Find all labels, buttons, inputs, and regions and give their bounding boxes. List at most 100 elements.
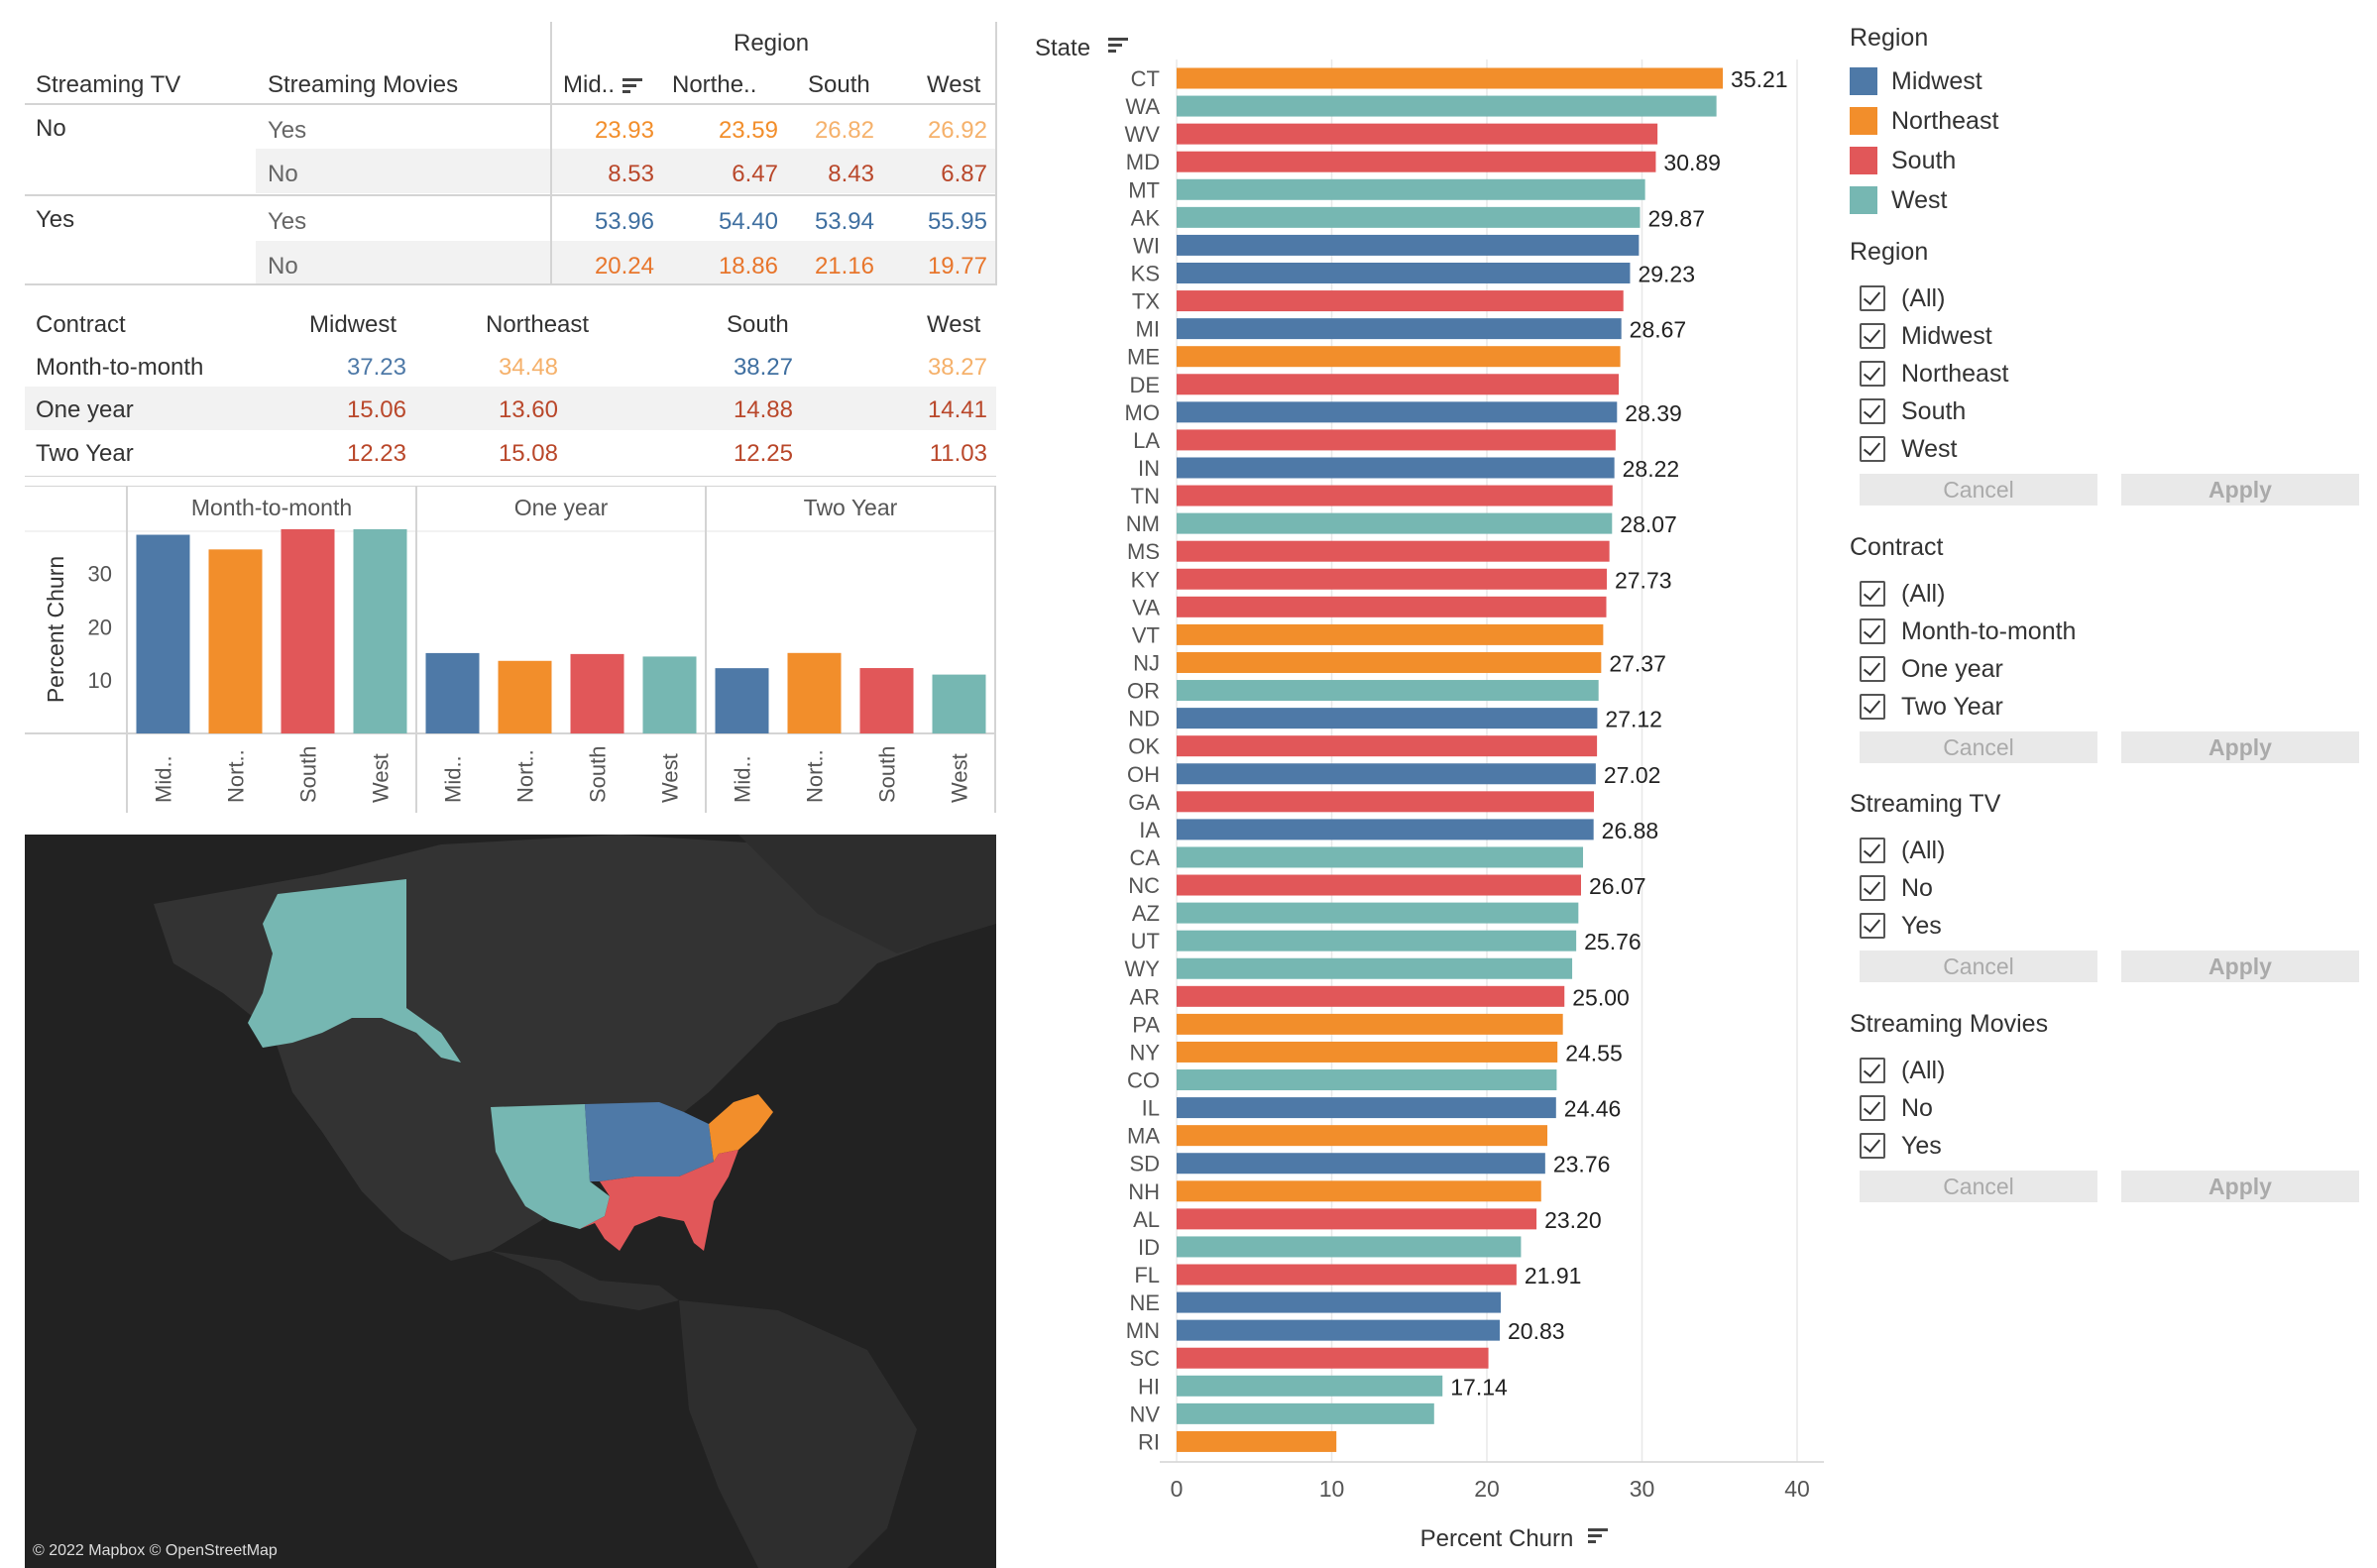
state-bar[interactable] [1177, 1347, 1489, 1369]
state-bar[interactable] [1177, 151, 1656, 172]
state-bar[interactable] [1177, 930, 1577, 952]
contract-region-bar[interactable] [642, 656, 697, 733]
state-bar[interactable] [1177, 846, 1584, 868]
churn-value-cell[interactable]: 26.82 [814, 117, 874, 144]
filter-option[interactable]: Yes [1850, 907, 2365, 945]
filter-option[interactable]: Two Year [1850, 688, 2365, 726]
contract-region-bar[interactable] [932, 674, 986, 733]
checkbox-checked-icon[interactable] [1860, 875, 1885, 901]
region-map[interactable]: © 2022 Mapbox © OpenStreetMap [25, 835, 996, 1568]
churn-value-cell[interactable]: 23.93 [594, 117, 654, 144]
state-bar[interactable] [1177, 902, 1579, 924]
churn-value-cell[interactable]: 20.24 [594, 253, 654, 280]
checkbox-checked-icon[interactable] [1860, 838, 1885, 863]
churn-value-cell[interactable]: 19.77 [927, 253, 987, 280]
apply-button[interactable]: Apply [2121, 731, 2359, 763]
map-canvas[interactable] [25, 835, 996, 1568]
state-bar[interactable] [1177, 791, 1594, 813]
contract-churn-cell[interactable]: 15.06 [346, 396, 406, 423]
state-bar[interactable] [1177, 1013, 1563, 1035]
state-bar[interactable] [1177, 429, 1616, 451]
contract-region-bar[interactable] [498, 660, 552, 733]
state-bar[interactable] [1177, 485, 1613, 506]
state-bar[interactable] [1177, 1180, 1541, 1202]
state-bar[interactable] [1177, 1264, 1517, 1286]
checkbox-checked-icon[interactable] [1860, 285, 1885, 311]
state-bar[interactable] [1177, 1375, 1443, 1397]
checkbox-checked-icon[interactable] [1860, 1133, 1885, 1159]
churn-value-cell[interactable]: 18.86 [718, 253, 778, 280]
filter-option[interactable]: No [1850, 1089, 2365, 1127]
apply-button[interactable]: Apply [2121, 1171, 2359, 1202]
contract-churn-cell[interactable]: 38.27 [733, 354, 793, 381]
state-bar[interactable] [1177, 1291, 1502, 1313]
state-bar[interactable] [1177, 1430, 1337, 1452]
contract-churn-cell[interactable]: 34.48 [498, 354, 558, 381]
contract-region-bar[interactable] [715, 668, 769, 733]
cancel-button[interactable]: Cancel [1860, 951, 2097, 982]
contract-region-bar[interactable] [136, 534, 190, 733]
checkbox-checked-icon[interactable] [1860, 618, 1885, 644]
state-bar[interactable] [1177, 1041, 1558, 1063]
contract-churn-cell[interactable]: 12.25 [733, 440, 793, 467]
state-bar[interactable] [1177, 708, 1598, 729]
sort-icon[interactable] [1588, 1528, 1608, 1543]
state-bar[interactable] [1177, 1319, 1500, 1341]
filter-option[interactable]: (All) [1850, 1052, 2365, 1089]
churn-value-cell[interactable]: 8.53 [608, 161, 654, 187]
checkbox-checked-icon[interactable] [1860, 436, 1885, 462]
churn-value-cell[interactable]: 6.87 [941, 161, 987, 187]
contract-region-bar[interactable] [425, 652, 480, 733]
checkbox-checked-icon[interactable] [1860, 323, 1885, 349]
state-bar[interactable] [1177, 401, 1618, 423]
filter-option[interactable]: No [1850, 869, 2365, 907]
contract-churn-cell[interactable]: 14.41 [927, 396, 987, 423]
checkbox-checked-icon[interactable] [1860, 1058, 1885, 1083]
checkbox-checked-icon[interactable] [1860, 581, 1885, 607]
state-bar[interactable] [1177, 568, 1607, 590]
state-bar[interactable] [1177, 178, 1645, 200]
filter-option[interactable]: One year [1850, 650, 2365, 688]
contract-region-bar[interactable] [570, 653, 624, 733]
map-attribution[interactable]: © 2022 Mapbox © OpenStreetMap [33, 1542, 278, 1559]
apply-button[interactable]: Apply [2121, 951, 2359, 982]
churn-value-cell[interactable]: 21.16 [814, 253, 874, 280]
contract-churn-cell[interactable]: 14.88 [733, 396, 793, 423]
contract-churn-cell[interactable]: 13.60 [498, 396, 558, 423]
state-bar[interactable] [1177, 1236, 1522, 1258]
state-bar[interactable] [1177, 819, 1594, 840]
checkbox-checked-icon[interactable] [1860, 913, 1885, 939]
state-bar[interactable] [1177, 67, 1724, 89]
churn-value-cell[interactable]: 8.43 [828, 161, 874, 187]
cancel-button[interactable]: Cancel [1860, 1171, 2097, 1202]
contract-region-bar[interactable] [208, 549, 263, 733]
checkbox-checked-icon[interactable] [1860, 398, 1885, 424]
state-bar[interactable] [1177, 512, 1613, 534]
churn-value-cell[interactable]: 23.59 [718, 117, 778, 144]
contract-churn-cell[interactable]: 15.08 [498, 440, 558, 467]
state-bar[interactable] [1177, 680, 1599, 702]
state-bar[interactable] [1177, 1402, 1434, 1424]
state-bar[interactable] [1177, 95, 1717, 117]
filter-option[interactable]: (All) [1850, 832, 2365, 869]
state-bar[interactable] [1177, 763, 1596, 785]
state-bar[interactable] [1177, 874, 1581, 896]
state-bar[interactable] [1177, 318, 1622, 340]
contract-region-bar[interactable] [281, 528, 335, 733]
cancel-button[interactable]: Cancel [1860, 731, 2097, 763]
filter-option[interactable]: Northeast [1850, 355, 2365, 392]
contract-region-bar[interactable] [787, 652, 842, 733]
filter-option[interactable]: South [1850, 392, 2365, 430]
state-bar[interactable] [1177, 457, 1615, 479]
state-bar[interactable] [1177, 1125, 1548, 1147]
state-bar[interactable] [1177, 735, 1598, 757]
state-bar[interactable] [1177, 1153, 1545, 1175]
contract-churn-cell[interactable]: 12.23 [346, 440, 406, 467]
state-bar[interactable] [1177, 123, 1658, 145]
state-bar[interactable] [1177, 1069, 1557, 1091]
contract-churn-cell[interactable]: 11.03 [929, 440, 987, 467]
state-bar[interactable] [1177, 540, 1610, 562]
filter-option[interactable]: (All) [1850, 575, 2365, 613]
churn-value-cell[interactable]: 26.92 [927, 117, 987, 144]
filter-option[interactable]: (All) [1850, 280, 2365, 317]
